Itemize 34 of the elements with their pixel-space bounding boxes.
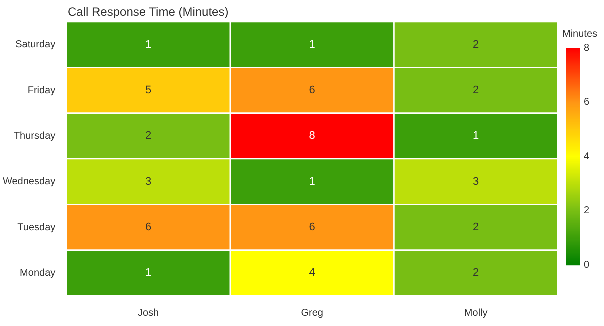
data-label: 2 [145,130,152,142]
data-label: 1 [309,176,316,188]
y-tick-label: Wednesday [2,176,56,188]
color-bar-label: 0 [584,260,590,271]
data-label: 5 [145,84,152,97]
data-label: 4 [309,267,316,280]
data-label: 1 [145,38,152,51]
data-label: 1 [309,38,316,51]
color-bar-label: 6 [584,97,590,108]
color-bar-title: Minutes [562,28,598,40]
y-tick-label: Tuesday [18,222,56,234]
data-label: 1 [145,267,152,280]
color-bar-label: 8 [584,42,590,54]
y-tick-label: Monday [20,268,56,279]
data-label: 2 [473,222,480,234]
data-label: 8 [309,130,316,142]
data-label: 6 [309,222,316,234]
color-bar-label: 4 [584,151,590,162]
data-label: 3 [145,176,152,188]
data-label: 2 [473,84,480,97]
y-tick-label: Thursday [14,130,56,142]
data-label: 2 [473,38,480,51]
chart-title: Call Response Time (Minutes) [68,5,229,19]
color-bar-label: 2 [584,206,590,216]
y-tick-label: Saturday [16,40,56,51]
data-label: 1 [473,130,480,142]
x-tick-label: Greg [301,308,324,319]
data-label: 6 [145,222,152,234]
data-label: 6 [309,84,316,97]
x-tick-label: Molly [464,308,488,319]
data-label: 2 [473,267,480,280]
x-tick-label: Josh [138,308,160,319]
y-tick-label: Friday [28,85,56,96]
data-label: 3 [473,176,480,188]
